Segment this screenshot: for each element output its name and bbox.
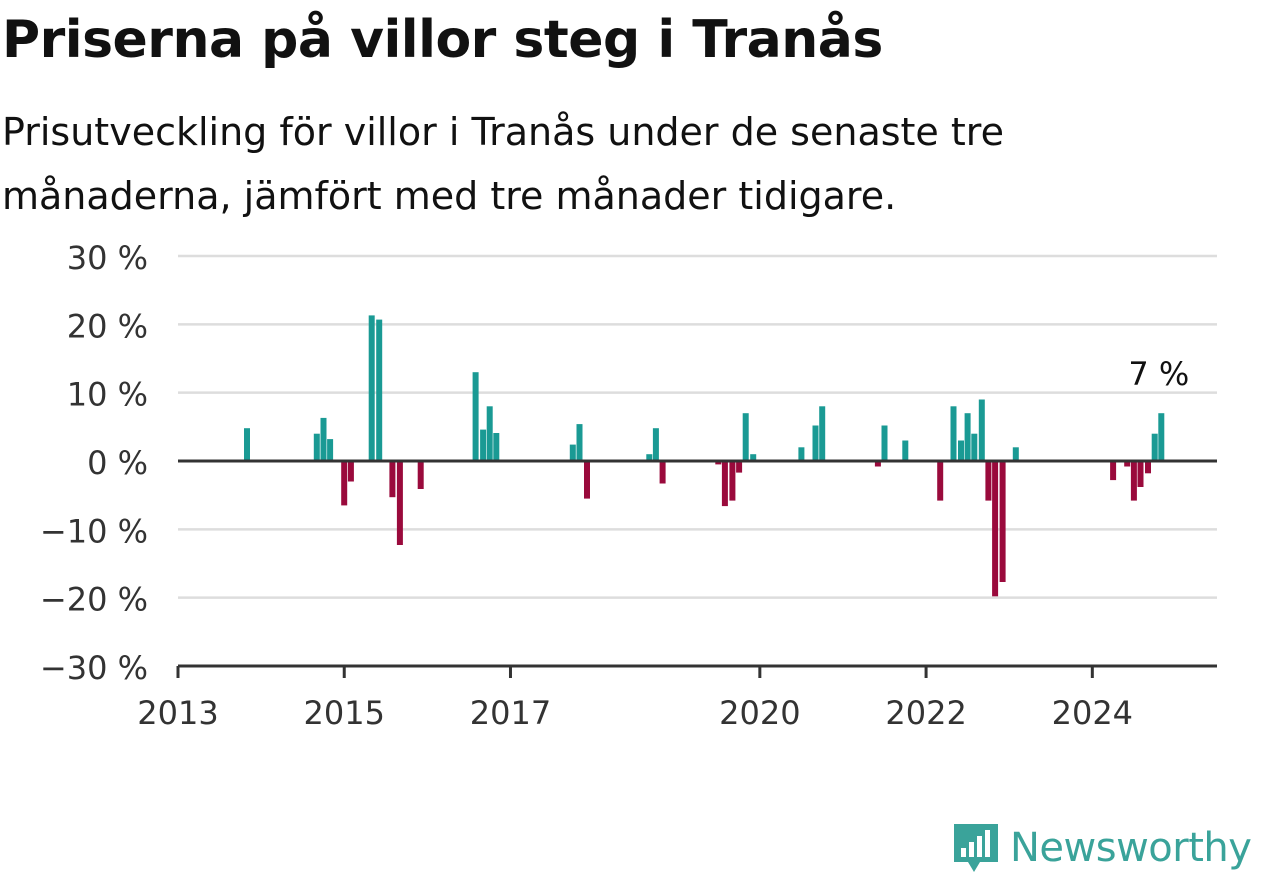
bar: [798, 447, 805, 461]
x-tick-label: 2022: [885, 694, 966, 732]
bar: [376, 319, 383, 461]
x-tick-label: 2013: [137, 694, 218, 732]
bar: [1124, 461, 1131, 467]
bar: [1130, 461, 1137, 501]
bar: [493, 433, 500, 461]
y-tick-label: 10 %: [67, 376, 148, 414]
bar: [874, 461, 881, 467]
bar: [368, 315, 375, 461]
bar: [320, 417, 327, 461]
axes: [176, 459, 1217, 678]
bar: [396, 461, 403, 545]
bar: [389, 461, 396, 498]
bar: [985, 461, 992, 501]
bar: [812, 425, 819, 461]
bar: [721, 461, 728, 507]
bar: [881, 425, 888, 461]
bar: [1012, 447, 1019, 461]
newsworthy-logo-icon: [954, 824, 998, 872]
bar: [659, 461, 666, 484]
bar: [999, 461, 1006, 582]
bar: [937, 461, 944, 501]
gridlines: [178, 254, 1217, 599]
chart-subtitle: Prisutveckling för villor i Tranås under…: [2, 110, 1004, 218]
bar: [978, 399, 985, 461]
x-tick-label: 2020: [719, 694, 800, 732]
y-tick-label: 20 %: [67, 307, 148, 345]
tick-labels: 30 % 20 % 10 % 0 % −10 % −20 % −30 % 2013 2015 20…: [40, 239, 1192, 732]
y-tick-label: −20 %: [40, 581, 148, 619]
bar: [1145, 461, 1151, 474]
bar: [742, 413, 749, 461]
bar: [480, 429, 487, 461]
bar: [992, 461, 999, 597]
bar: [950, 406, 957, 461]
bar: [1110, 461, 1117, 481]
bar: [1137, 461, 1144, 487]
annotation-label: 7 %: [1128, 355, 1189, 393]
newsworthy-logo-text: Newsworthy: [1010, 825, 1252, 871]
y-tick-label: −30 %: [40, 649, 148, 687]
bar: [902, 440, 909, 461]
bar: [964, 413, 971, 461]
bar: [1151, 433, 1158, 461]
bar: [646, 454, 653, 461]
bar: [417, 461, 424, 489]
bar: [341, 461, 348, 506]
y-tick-label: −10 %: [40, 512, 148, 550]
bar: [576, 424, 583, 461]
bar: [958, 440, 964, 461]
bar: [486, 406, 493, 461]
bar: [971, 433, 978, 461]
x-tick-label: 2024: [1052, 694, 1133, 732]
bar: [569, 444, 576, 461]
y-tick-label: 0 %: [87, 444, 148, 482]
newsworthy-logo: Newsworthy: [950, 818, 1252, 878]
bar: [347, 461, 354, 482]
bar: [819, 406, 826, 461]
bar: [750, 454, 757, 461]
bar: [736, 461, 743, 473]
bar: [584, 461, 590, 499]
bars: [244, 315, 1165, 597]
bar: [715, 461, 722, 465]
y-tick-label: 30 %: [67, 239, 148, 277]
chart-title: Priserna på villor steg i Tranås: [2, 10, 883, 70]
bar: [652, 428, 659, 461]
x-tick-label: 2017: [470, 694, 551, 732]
bar: [729, 461, 736, 501]
x-tick-label: 2015: [304, 694, 385, 732]
bar: [244, 428, 250, 461]
bar: [472, 372, 479, 461]
bar: [1158, 413, 1165, 461]
bar: [327, 439, 334, 461]
bar: [313, 433, 320, 461]
